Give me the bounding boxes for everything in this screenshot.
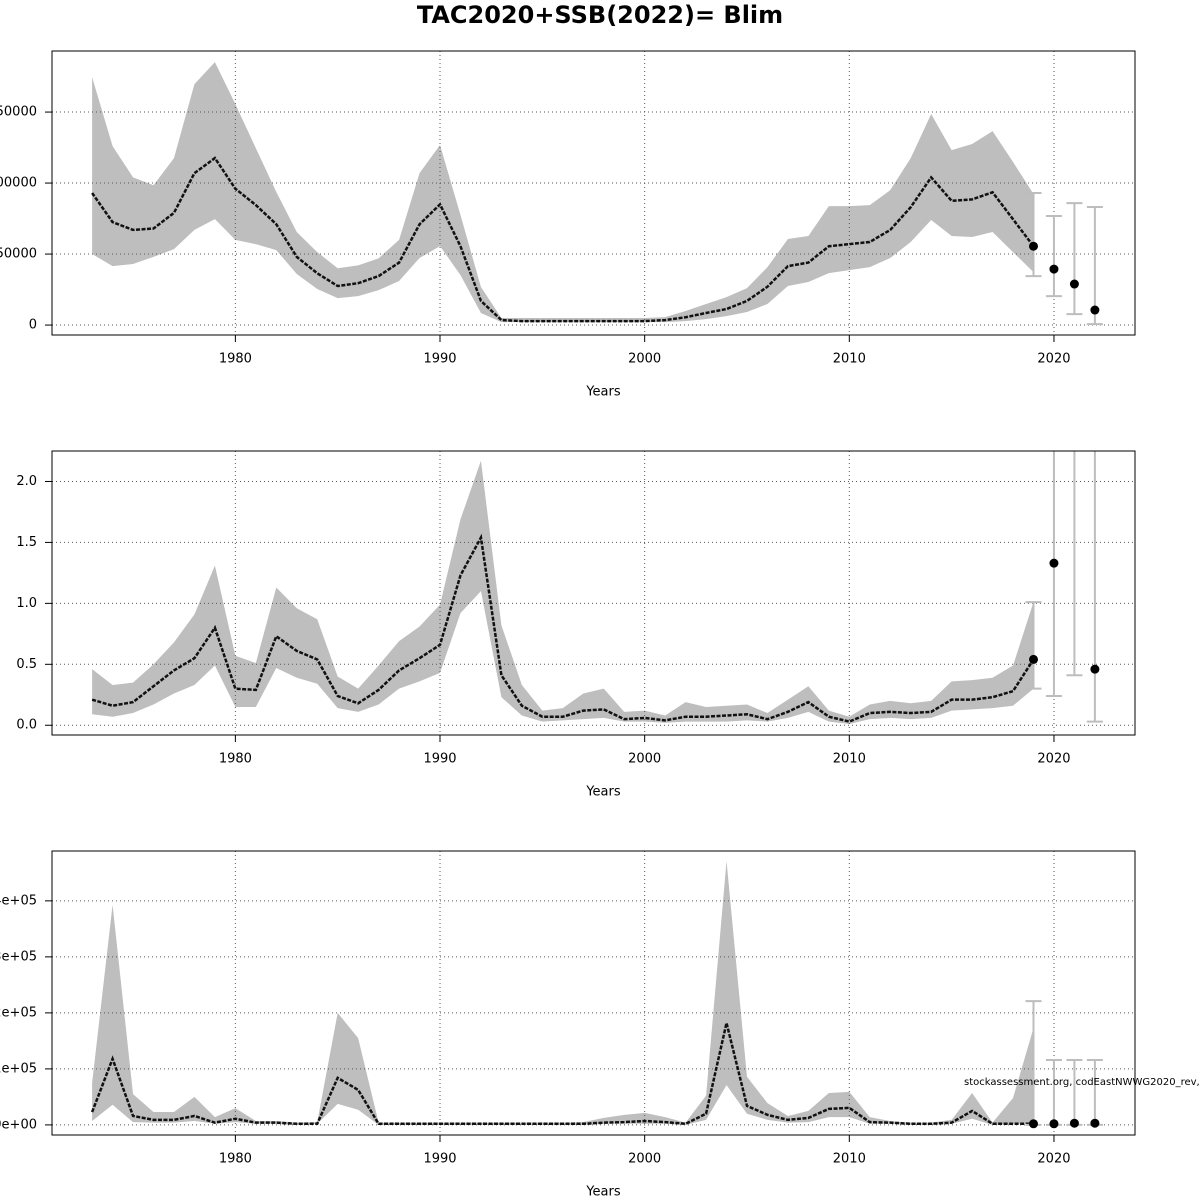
plot-area [52,51,1135,335]
plot-area [52,428,1135,735]
forecast-point [1028,1119,1038,1129]
y-tick-label: 0.0 [16,718,37,733]
y-tick-label: 1.0 [16,596,37,611]
y-tick-label: 0.5 [16,657,37,672]
x-tick-label: 1990 [423,752,456,767]
x-tick-label: 2020 [1037,352,1070,367]
x-axis-label: Years [585,1185,621,1200]
estimate-line [91,533,1035,723]
forecast-point [1070,428,1079,437]
forecast-point [1049,1119,1059,1129]
y-tick-label: 3e+05 [0,949,37,964]
x-tick-label: 1990 [423,1152,456,1167]
x-tick-label: 2000 [628,352,661,367]
x-tick-label: 1980 [219,752,252,767]
y-tick-label: 2.0 [16,474,37,489]
annotation: stockassessment.org, codEastNWWG2020_rev… [964,1077,1200,1088]
x-tick-label: 1980 [219,1152,252,1167]
x-tick-label: 2000 [628,1152,661,1167]
confidence-band [92,62,1034,323]
x-tick-label: 1990 [423,352,456,367]
forecast-point [1090,664,1100,674]
x-tick-label: 2020 [1037,1152,1070,1167]
estimate-line [91,156,1035,323]
y-tick-label: 4e+05 [0,893,37,908]
x-tick-label: 2020 [1037,752,1070,767]
forecast-point [1049,264,1059,274]
estimate-line [90,1022,1034,1126]
x-tick-label: 1980 [219,352,252,367]
x-tick-label: 2010 [833,352,866,367]
x-tick-label: 2000 [628,752,661,767]
plot-frame [51,850,1136,1136]
forecast-point [1090,305,1100,315]
y-tick-label: 1e+05 [0,1061,37,1076]
forecast-point [1090,1118,1100,1128]
x-axis-label: Years [585,785,621,800]
x-tick-label: 2010 [833,752,866,767]
confidence-band [92,460,1034,725]
forecast-point [1069,1118,1079,1128]
plot-frame [51,450,1136,736]
y-tick-label: 2e+05 [0,1005,37,1020]
forecast-point [1028,241,1038,251]
plot-area [52,851,1135,1135]
y-tick-label: 150000 [0,105,37,120]
forecast-point [1049,558,1059,568]
y-tick-label: 1.5 [16,535,37,550]
plot-frame [51,50,1136,336]
y-tick-label: 0e+00 [0,1117,37,1132]
y-tick-label: 0 [29,318,37,333]
forecast-point [1069,279,1079,289]
y-tick-label: 50000 [0,247,37,262]
x-tick-label: 2010 [833,1152,866,1167]
x-axis-label: Years [585,385,621,400]
chart-title: TAC2020+SSB(2022)= Blim [417,1,783,29]
forecast-point [1028,654,1038,664]
y-tick-label: 100000 [0,176,37,191]
